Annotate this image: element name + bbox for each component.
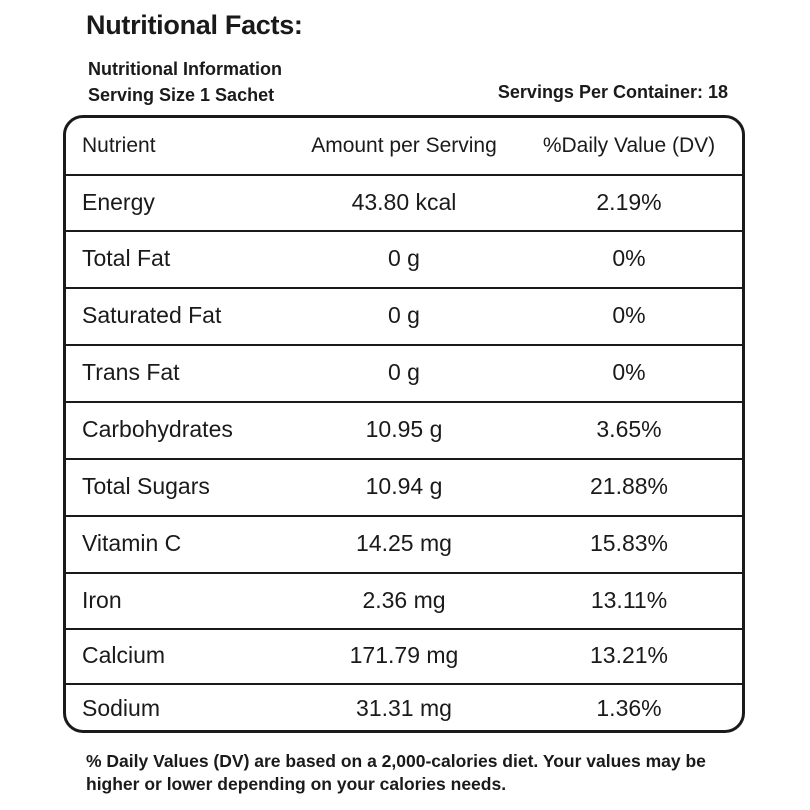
table-header-row: Nutrient Amount per Serving %Daily Value… (66, 118, 742, 176)
nutrient-name: Vitamin C (82, 515, 312, 572)
nutrient-amount: 10.94 g (304, 458, 504, 515)
table-row: Calcium 171.79 mg 13.21% (66, 628, 742, 685)
table-row: Total Sugars 10.94 g 21.88% (66, 458, 742, 517)
nutrient-amount: 14.25 mg (304, 515, 504, 572)
header-daily-value: %Daily Value (DV) (516, 118, 742, 174)
nutrition-table: Nutrient Amount per Serving %Daily Value… (63, 115, 745, 733)
nutrient-name: Iron (82, 572, 312, 628)
table-row: Saturated Fat 0 g 0% (66, 287, 742, 346)
nutrient-dv: 2.19% (516, 174, 742, 230)
nutrient-name: Saturated Fat (82, 287, 312, 344)
nutrient-amount: 0 g (304, 230, 504, 287)
table-row: Sodium 31.31 mg 1.36% (66, 683, 742, 733)
nutrient-name: Calcium (82, 628, 312, 683)
header-nutrient: Nutrient (82, 118, 312, 174)
info-heading: Nutritional Information (88, 56, 282, 82)
nutrient-name: Sodium (82, 683, 312, 733)
nutrient-dv: 0% (516, 230, 742, 287)
nutrient-dv: 13.21% (516, 628, 742, 683)
nutrient-amount: 0 g (304, 287, 504, 344)
nutrient-amount: 171.79 mg (304, 628, 504, 683)
nutrient-name: Energy (82, 174, 312, 230)
nutrient-amount: 0 g (304, 344, 504, 401)
table-row: Iron 2.36 mg 13.11% (66, 572, 742, 630)
nutrient-name: Total Sugars (82, 458, 312, 515)
nutrient-name: Carbohydrates (82, 401, 312, 458)
servings-per-container: Servings Per Container: 18 (498, 82, 728, 103)
serving-info: Nutritional Information Serving Size 1 S… (88, 56, 282, 108)
nutrient-dv: 13.11% (516, 572, 742, 628)
serving-size: Serving Size 1 Sachet (88, 82, 282, 108)
nutrient-name: Trans Fat (82, 344, 312, 401)
nutrient-amount: 10.95 g (304, 401, 504, 458)
nutrient-amount: 43.80 kcal (304, 174, 504, 230)
nutrient-dv: 0% (516, 344, 742, 401)
table-row: Vitamin C 14.25 mg 15.83% (66, 515, 742, 574)
nutrient-dv: 3.65% (516, 401, 742, 458)
nutrient-dv: 1.36% (516, 683, 742, 733)
table-row: Energy 43.80 kcal 2.19% (66, 174, 742, 232)
table-row: Total Fat 0 g 0% (66, 230, 742, 289)
nutrient-name: Total Fat (82, 230, 312, 287)
nutrient-dv: 0% (516, 287, 742, 344)
nutrient-amount: 31.31 mg (304, 683, 504, 733)
daily-value-footnote: % Daily Values (DV) are based on a 2,000… (86, 750, 746, 796)
nutrient-dv: 15.83% (516, 515, 742, 572)
header-amount: Amount per Serving (304, 118, 504, 174)
table-row: Carbohydrates 10.95 g 3.65% (66, 401, 742, 460)
nutrient-dv: 21.88% (516, 458, 742, 515)
page-title: Nutritional Facts: (86, 10, 303, 41)
nutrient-amount: 2.36 mg (304, 572, 504, 628)
table-row: Trans Fat 0 g 0% (66, 344, 742, 403)
